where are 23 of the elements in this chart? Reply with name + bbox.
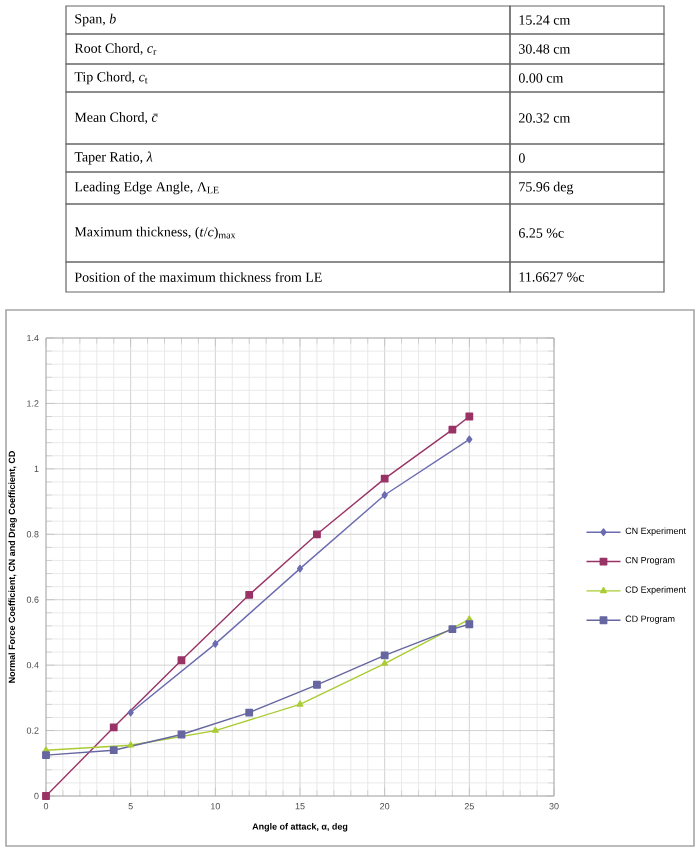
point	[245, 708, 254, 717]
point	[177, 656, 186, 665]
point	[313, 680, 321, 689]
point	[245, 590, 254, 599]
point	[296, 700, 304, 707]
point	[313, 530, 321, 539]
point	[465, 412, 474, 421]
point	[109, 746, 118, 755]
point	[381, 491, 388, 499]
point	[127, 708, 134, 717]
point	[42, 792, 50, 800]
point	[448, 625, 457, 634]
point	[466, 435, 473, 444]
point	[42, 751, 50, 759]
point	[109, 723, 118, 732]
point	[381, 659, 389, 666]
point	[465, 620, 474, 629]
point	[380, 651, 389, 660]
point	[211, 726, 219, 733]
point	[296, 564, 304, 573]
point	[127, 741, 135, 748]
point	[212, 639, 219, 648]
point	[380, 474, 389, 483]
